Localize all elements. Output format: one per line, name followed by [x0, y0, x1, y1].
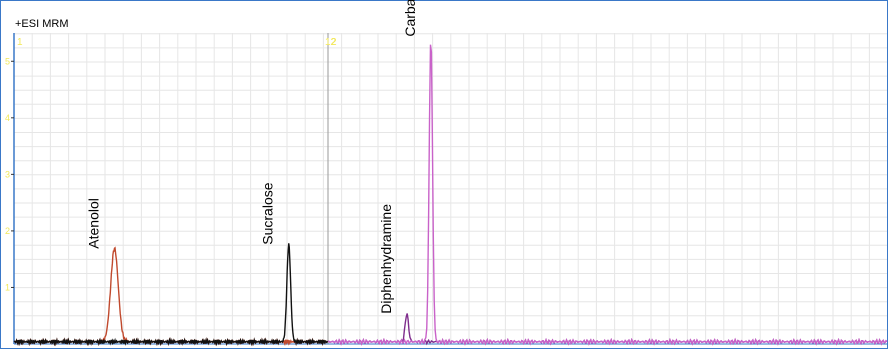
peak-label-sucralose: Sucralose — [260, 182, 276, 244]
y-tick-label: 3 — [5, 169, 10, 179]
peak-labels: Atenolol Sucralose Diphenhydramine Carbamaz… — [85, 0, 417, 314]
peak-label-atenolol: Atenolol — [85, 198, 101, 249]
y-tick-label: 5 — [5, 56, 10, 66]
scan-mode-label: +ESI MRM — [15, 18, 69, 30]
y-tick-label: 2 — [5, 226, 10, 236]
traces — [13, 44, 888, 347]
trace-diphenhydramine — [327, 313, 888, 346]
trace-carbamazepine — [327, 44, 888, 346]
trace-atenolol — [13, 246, 329, 347]
peak-label-carbamazepine: Carbamazepine — [402, 0, 418, 37]
peak-label-diphenhydramine: Diphenhydramine — [378, 204, 394, 314]
y-tick-label: 4 — [5, 113, 10, 123]
panel-index-label: 2 — [331, 37, 337, 48]
panel-end-label: 12 — [325, 37, 337, 48]
trace-sucralose — [13, 243, 329, 347]
panel-index-label: 1 — [17, 37, 23, 48]
y-tick-label: 1 — [5, 282, 10, 292]
grid-lines — [13, 33, 887, 345]
